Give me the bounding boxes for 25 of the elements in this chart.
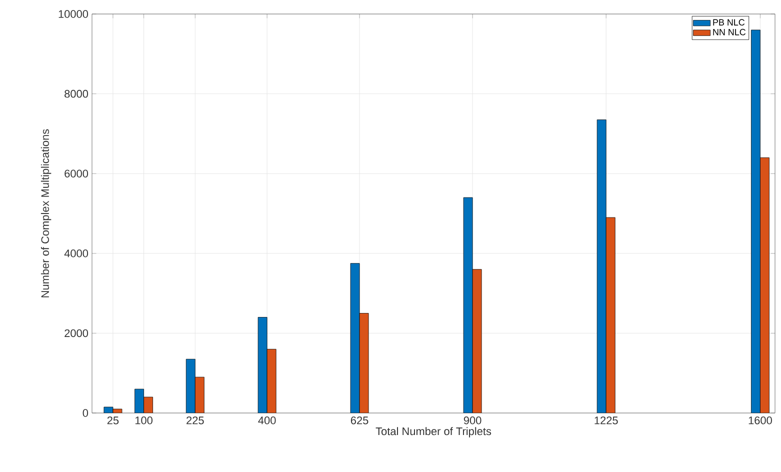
x-tick-label: 100 bbox=[135, 416, 152, 424]
legend-label: PB NLC bbox=[713, 19, 745, 26]
bar bbox=[596, 120, 606, 413]
x-tick-label: 25 bbox=[107, 416, 119, 424]
bar bbox=[606, 217, 616, 413]
y-tick-label: 6000 bbox=[64, 170, 88, 178]
x-axis-title: Total Number of Triplets bbox=[376, 427, 492, 438]
bar bbox=[760, 157, 770, 413]
bar bbox=[134, 388, 144, 413]
bar bbox=[194, 376, 204, 413]
x-tick-label: 1225 bbox=[594, 416, 618, 424]
x-tick-label: 225 bbox=[186, 416, 204, 424]
x-tick-label: 400 bbox=[258, 416, 276, 424]
x-tick-label: 625 bbox=[350, 416, 368, 424]
y-axis-title: Number of Complex Multiplications bbox=[40, 129, 52, 298]
y-tick-label: 8000 bbox=[64, 90, 88, 98]
legend-label: NN NLC bbox=[713, 28, 746, 36]
y-tick-label: 0 bbox=[82, 409, 88, 417]
bar bbox=[751, 30, 760, 413]
y-tick-label: 2000 bbox=[64, 329, 88, 338]
x-tick-label: 900 bbox=[464, 416, 482, 424]
x-tick-label: 1600 bbox=[748, 416, 772, 424]
y-tick-label: 4000 bbox=[64, 250, 88, 258]
y-tick-label: 10000 bbox=[58, 10, 88, 18]
bar bbox=[186, 358, 196, 413]
